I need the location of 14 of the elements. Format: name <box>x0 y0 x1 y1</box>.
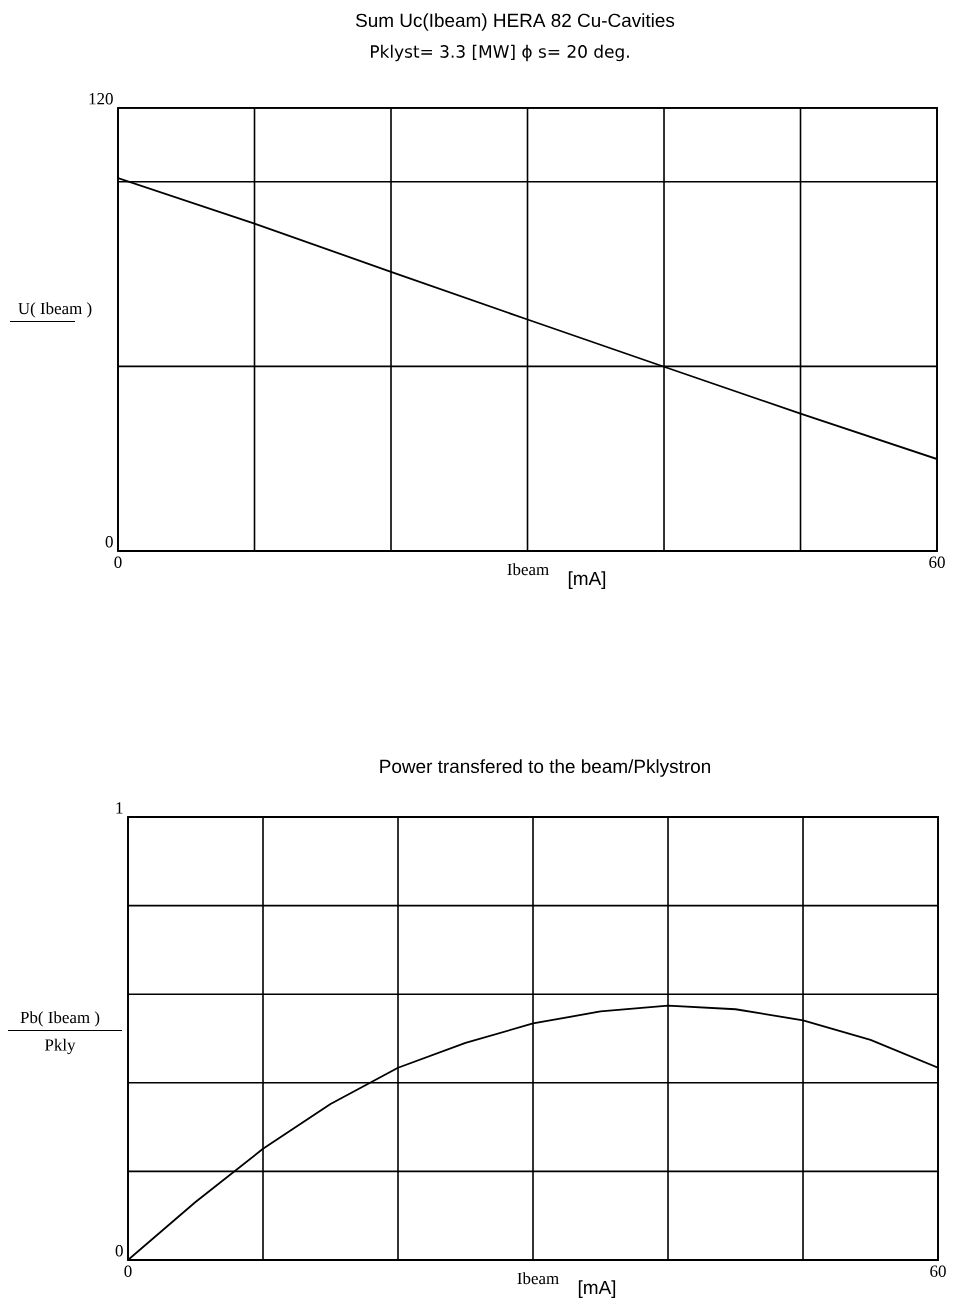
text: [mA] <box>568 571 606 589</box>
chart-title: Sum Uc(Ibeam) HERA 82 Cu-Cavities <box>355 13 675 31</box>
text: Pkly <box>44 1038 76 1055</box>
chart-subtitle: Pklyst= 3.3 [MW] ϕ s= 20 deg. <box>371 44 629 62</box>
y-tick-label: 1 <box>116 802 123 814</box>
y-tick-label: 120 <box>89 93 113 105</box>
y-axis-title: Pb( Ibeam ) <box>20 1011 100 1027</box>
x-tick-label: 60 <box>930 1265 946 1277</box>
x-axis-title: Ibeam <box>507 563 549 576</box>
x-tick-label: 60 <box>929 556 945 568</box>
chart-title: Power transfered to the beam/Pklystron <box>380 759 710 777</box>
text: [mA] <box>578 1280 616 1298</box>
y-axis-title: U( Ibeam ) <box>18 302 92 318</box>
x-axis-title: Ibeam <box>517 1272 559 1285</box>
